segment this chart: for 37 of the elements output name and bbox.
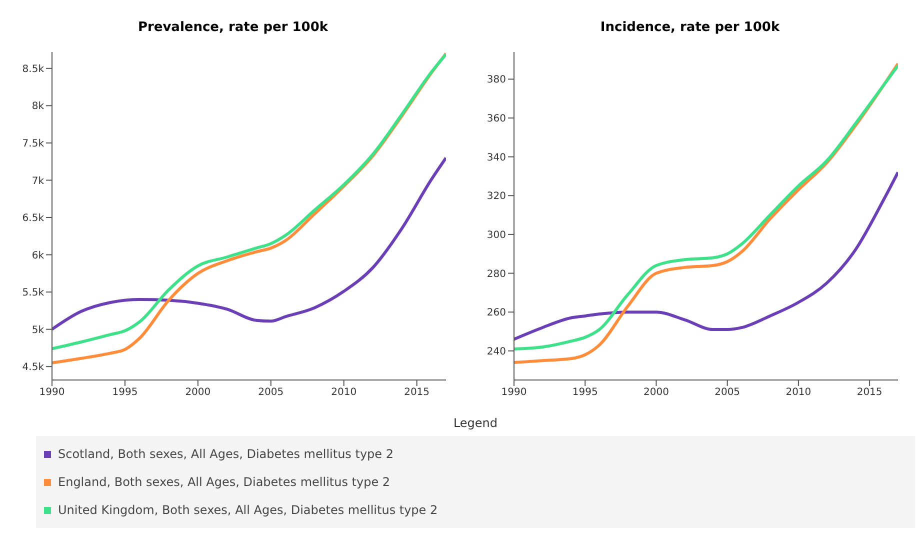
y-tick-label: 360	[486, 114, 506, 125]
chart-title: Prevalence, rate per 100k	[136, 19, 330, 37]
x-tick-label: 2010	[786, 387, 812, 398]
legend-label: England, Both sexes, All Ages, Diabetes mellitus type 2	[57, 474, 392, 491]
x-tick-label: 2005	[714, 387, 740, 398]
y-tick-label: 7.5k	[22, 138, 44, 150]
legend-label: Scotland, Both sexes, All Ages, Diabetes mellitus type 2	[57, 446, 394, 463]
y-tick-label: 340	[486, 152, 506, 164]
x-tick-label: 2000	[643, 387, 669, 398]
x-tick-label: 2010	[331, 387, 357, 398]
y-tick-label: 5.5k	[22, 288, 44, 299]
y-tick-label: 380	[486, 74, 506, 86]
y-tick-label: 8.5k	[22, 64, 44, 75]
y-tick-label: 8k	[32, 101, 44, 112]
x-tick-label: 1995	[572, 387, 598, 398]
y-tick-label: 6k	[32, 250, 44, 262]
y-tick-label: 300	[486, 230, 506, 241]
legend-title: Legend	[452, 416, 499, 430]
y-tick-label: 280	[486, 268, 506, 280]
x-tick-label: 1995	[112, 387, 138, 398]
x-tick-label: 1990	[39, 387, 65, 398]
x-tick-label: 1990	[501, 387, 527, 398]
y-tick-label: 320	[486, 191, 506, 202]
x-tick-label: 2005	[258, 387, 284, 398]
line-series	[52, 156, 446, 331]
y-tick-label: 5k	[32, 324, 44, 336]
x-tick-label: 2015	[856, 387, 882, 398]
line-series	[514, 170, 898, 341]
y-tick-label: 260	[486, 308, 506, 319]
y-tick-label: 240	[486, 346, 506, 358]
chart-title: Incidence, rate per 100k	[599, 19, 781, 37]
x-tick-label: 2015	[404, 387, 430, 398]
x-tick-label: 2000	[185, 387, 211, 398]
y-tick-label: 6.5k	[22, 213, 44, 224]
legend-label: United Kingdom, Both sexes, All Ages, Diabetes mellitus type 2	[57, 502, 439, 519]
y-tick-label: 4.5k	[22, 362, 44, 374]
y-tick-label: 7k	[32, 176, 44, 187]
